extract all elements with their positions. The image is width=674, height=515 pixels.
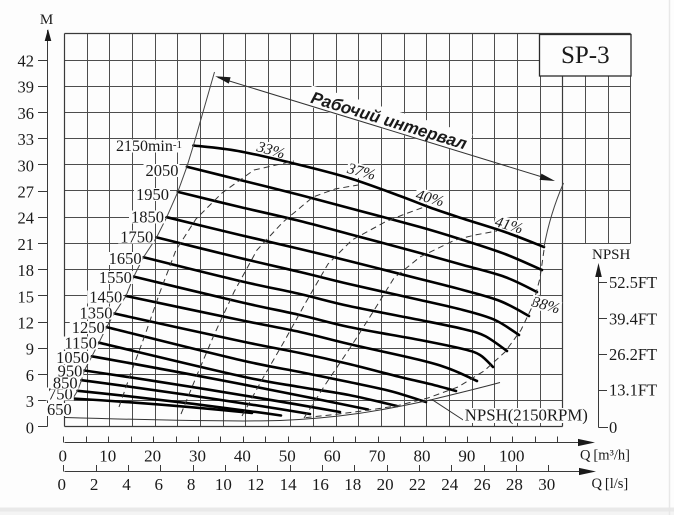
svg-text:2050: 2050 <box>146 161 179 180</box>
svg-text:18: 18 <box>344 475 361 494</box>
svg-text:0: 0 <box>59 447 68 466</box>
svg-text:42: 42 <box>18 52 35 71</box>
svg-text:M: M <box>40 12 53 28</box>
svg-text:6: 6 <box>155 475 164 494</box>
svg-text:12: 12 <box>18 314 35 333</box>
svg-text:60: 60 <box>324 447 341 466</box>
svg-text:20: 20 <box>377 475 394 494</box>
svg-text:27: 27 <box>18 183 35 202</box>
svg-text:30: 30 <box>18 156 35 175</box>
svg-text:10: 10 <box>215 475 232 494</box>
svg-text:20: 20 <box>144 447 161 466</box>
svg-text:8: 8 <box>187 475 196 494</box>
svg-text:30: 30 <box>538 475 555 494</box>
svg-text:50: 50 <box>279 447 296 466</box>
svg-text:28: 28 <box>506 475 523 494</box>
svg-text:26.2FT: 26.2FT <box>609 345 657 364</box>
svg-text:850: 850 <box>53 374 78 393</box>
svg-text:9: 9 <box>26 340 34 359</box>
svg-text:10: 10 <box>99 447 116 466</box>
svg-text:1150: 1150 <box>65 334 97 353</box>
svg-text:24: 24 <box>18 209 35 228</box>
svg-text:Q [m³/h]: Q [m³/h] <box>580 448 630 464</box>
svg-text:1750: 1750 <box>120 228 153 247</box>
svg-text:1450: 1450 <box>89 288 122 307</box>
svg-text:15: 15 <box>18 287 35 306</box>
svg-text:14: 14 <box>280 475 298 494</box>
svg-text:18: 18 <box>18 261 35 280</box>
svg-text:0: 0 <box>58 475 67 494</box>
svg-text:40%: 40% <box>414 187 446 211</box>
svg-text:26: 26 <box>474 475 491 494</box>
svg-text:1950: 1950 <box>136 185 169 204</box>
svg-text:1050: 1050 <box>56 348 89 367</box>
svg-text:SP-3: SP-3 <box>561 42 610 69</box>
svg-text:33: 33 <box>18 130 35 149</box>
svg-text:12: 12 <box>247 475 264 494</box>
svg-text:4: 4 <box>122 475 131 494</box>
svg-text:36: 36 <box>18 104 35 123</box>
svg-text:Q [l/s]: Q [l/s] <box>592 476 629 492</box>
svg-text:2150min-1: 2150min-1 <box>116 138 182 155</box>
svg-text:13.1FT: 13.1FT <box>609 381 657 400</box>
svg-text:70: 70 <box>369 447 386 466</box>
svg-text:40: 40 <box>234 447 251 466</box>
svg-text:16: 16 <box>312 475 329 494</box>
svg-text:1250: 1250 <box>72 318 105 337</box>
svg-text:1650: 1650 <box>109 249 142 268</box>
svg-text:1850: 1850 <box>131 208 164 227</box>
svg-text:0: 0 <box>609 418 617 437</box>
svg-text:1550: 1550 <box>99 268 132 287</box>
svg-text:21: 21 <box>18 235 35 254</box>
svg-text:2: 2 <box>90 475 99 494</box>
svg-text:650: 650 <box>47 400 72 419</box>
svg-text:52.5FT: 52.5FT <box>609 273 657 292</box>
svg-text:39.4FT: 39.4FT <box>609 310 657 329</box>
svg-text:24: 24 <box>441 475 459 494</box>
svg-text:950: 950 <box>58 362 83 381</box>
svg-text:22: 22 <box>409 475 426 494</box>
svg-text:90: 90 <box>458 447 475 466</box>
svg-text:100: 100 <box>499 447 525 466</box>
svg-text:6: 6 <box>26 366 34 385</box>
svg-text:39: 39 <box>18 78 35 97</box>
svg-text:1350: 1350 <box>80 304 113 323</box>
svg-text:0: 0 <box>26 418 34 437</box>
svg-text:80: 80 <box>414 447 431 466</box>
svg-text:30: 30 <box>189 447 206 466</box>
svg-text:NPSH: NPSH <box>592 247 631 263</box>
svg-text:NPSH(2150RPM): NPSH(2150RPM) <box>465 406 588 425</box>
svg-text:3: 3 <box>26 392 34 411</box>
